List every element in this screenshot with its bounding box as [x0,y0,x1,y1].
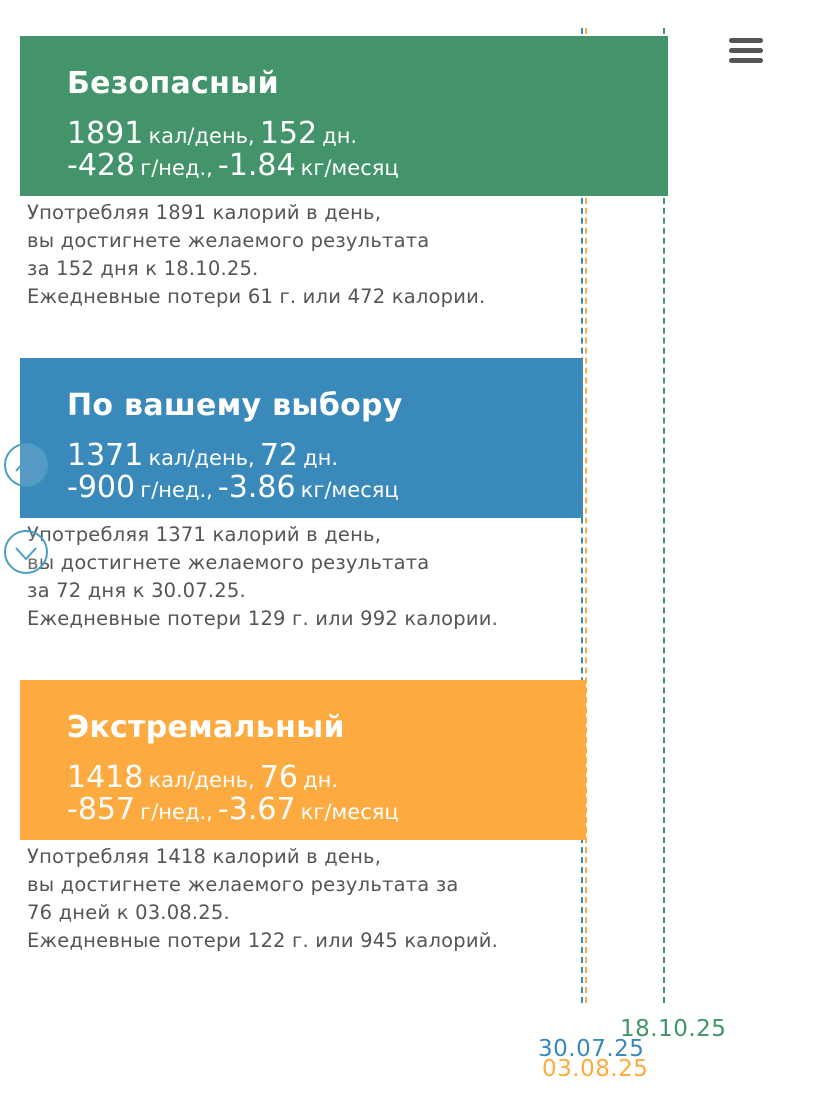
plan-description-choice: Употребляя 1371 калорий в день, вы дости… [27,521,498,633]
plan-card-choice[interactable]: По вашему выбору 1371 кал/день, 72 дн. -… [20,358,583,518]
plan-loss-rates: -857 г/нед., -3.67 кг/месяц [67,792,399,827]
plan-title: Экстремальный [67,710,345,745]
plan-days-unit: дн. [303,446,339,470]
plan-days-unit: дн. [322,124,358,148]
timeline-date-safe: 18.10.25 [620,1016,727,1042]
description-line: Ежедневные потери 122 г. или 945 калорий… [27,929,498,952]
plan-week-value: -428 [67,148,136,183]
plan-title: Безопасный [67,66,279,101]
plan-week-unit: г/нед., [140,800,213,824]
plan-days-value: 76 [259,760,299,795]
menu-button[interactable] [729,38,763,64]
description-line: 76 дней к 03.08.25. [27,901,230,924]
plan-month-value: -1.84 [217,148,296,183]
timeline-line-extreme [585,28,587,1003]
plan-month-value: -3.67 [217,792,296,827]
description-line: Употребляя 1371 калорий в день, [27,523,382,546]
plan-kcal-value: 1891 [67,116,144,151]
plan-title: По вашему выбору [67,388,403,423]
description-line: вы достигнете желаемого результата [27,551,430,574]
plan-month-unit: кг/месяц [300,800,399,824]
hamburger-menu-bar [729,48,763,53]
description-line: вы достигнете желаемого результата за [27,873,459,896]
description-line: Употребляя 1418 калорий в день, [27,845,382,868]
plan-kcal-days: 1371 кал/день, 72 дн. [67,438,338,473]
increase-button[interactable] [4,443,48,487]
timeline-date-extreme: 03.08.25 [542,1056,649,1082]
plan-kcal-unit: кал/день, [148,446,255,470]
hamburger-menu-icon [729,38,763,43]
plan-month-unit: кг/месяц [300,478,399,502]
description-line: Ежедневные потери 61 г. или 472 калории. [27,285,486,308]
timeline-date-choice: 30.07.25 [538,1036,645,1062]
plan-days-value: 152 [259,116,318,151]
description-line: за 152 дня к 18.10.25. [27,257,259,280]
plan-days-unit: дн. [303,768,339,792]
plan-card-safe[interactable]: Безопасный 1891 кал/день, 152 дн. -428 г… [20,36,668,196]
description-line: Употребляя 1891 калорий в день, [27,201,382,224]
plan-description-extreme: Употребляя 1418 калорий в день, вы дости… [27,843,498,955]
description-line: за 72 дня к 30.07.25. [27,579,246,602]
plan-kcal-days: 1418 кал/день, 76 дн. [67,760,338,795]
plan-loss-rates: -900 г/нед., -3.86 кг/месяц [67,470,399,505]
timeline-line-safe [663,28,665,1003]
description-line: вы достигнете желаемого результата [27,229,430,252]
plan-kcal-value: 1418 [67,760,144,795]
plan-month-unit: кг/месяц [300,156,399,180]
plan-kcal-unit: кал/день, [148,124,255,148]
plan-days-value: 72 [259,438,299,473]
plan-week-value: -900 [67,470,136,505]
plan-loss-rates: -428 г/нед., -1.84 кг/месяц [67,148,399,183]
decrease-button[interactable] [4,530,48,574]
plan-kcal-days: 1891 кал/день, 152 дн. [67,116,357,151]
plan-card-extreme[interactable]: Экстремальный 1418 кал/день, 76 дн. -857… [20,680,586,840]
chevron-down-circle-icon [15,547,37,561]
plan-kcal-value: 1371 [67,438,144,473]
plan-month-value: -3.86 [217,470,296,505]
chevron-up-circle-icon [15,458,37,472]
description-line: Ежедневные потери 129 г. или 992 калории… [27,607,498,630]
plan-week-unit: г/нед., [140,156,213,180]
plan-week-value: -857 [67,792,136,827]
hamburger-menu-bar [729,58,763,63]
plan-week-unit: г/нед., [140,478,213,502]
plan-kcal-unit: кал/день, [148,768,255,792]
plan-description-safe: Употребляя 1891 калорий в день, вы дости… [27,199,485,311]
